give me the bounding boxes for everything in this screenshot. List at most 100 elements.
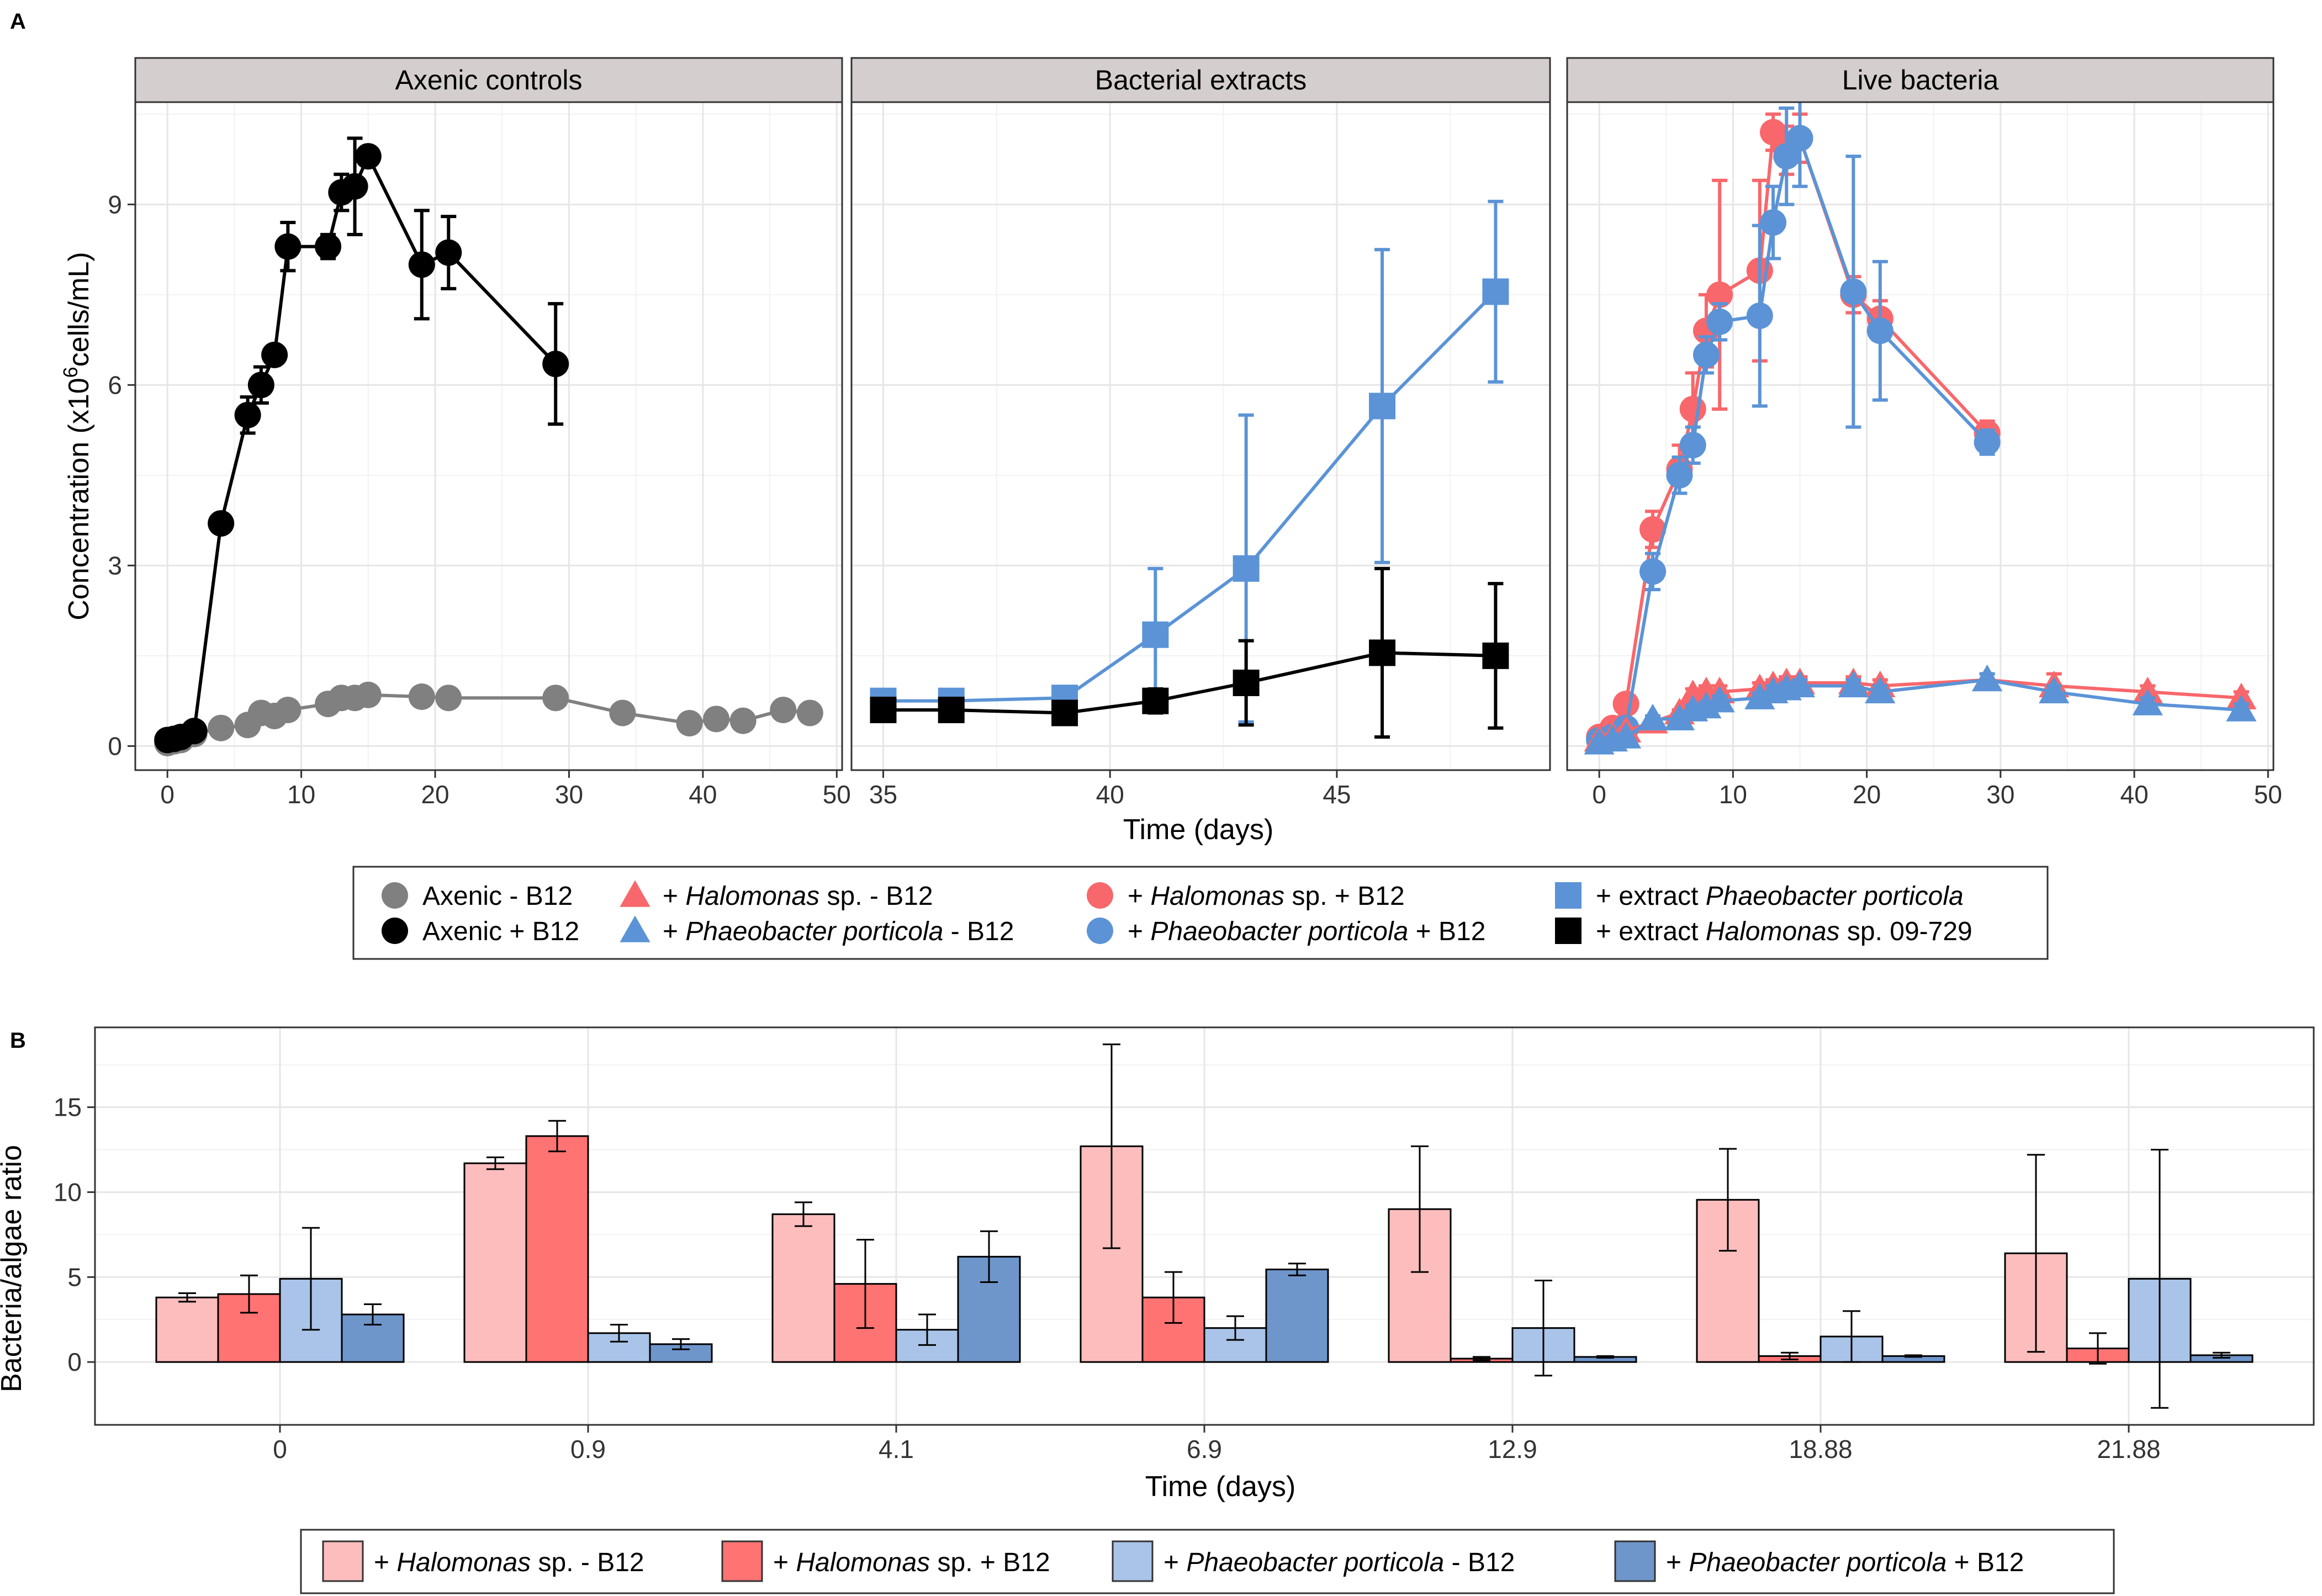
y-tick-label: 15 <box>54 1093 82 1122</box>
data-point <box>1664 703 1695 731</box>
data-point <box>1612 691 1639 718</box>
legend-label-hal_minus-italic: Halomonas <box>685 882 819 911</box>
legend-label-pp_plus-suffix: + B12 <box>1408 917 1485 946</box>
panel-a-axes: Concentration (x106cells/mL) Time (days) <box>59 252 1273 846</box>
panel-b-chart: 0 5 10 15 0 0.9 4.1 6.9 12.9 18.88 21.88 Bacteria/… <box>0 1026 2315 1594</box>
facet-strip <box>134 57 843 103</box>
panel-label-a: A <box>10 9 26 34</box>
x-tick-label: 50 <box>2254 780 2282 809</box>
x-tick-label: 40 <box>2120 780 2148 809</box>
legend-key-extract_pp <box>1555 882 1582 909</box>
data-point <box>1840 278 1867 305</box>
legend-key-axenic_minus <box>382 882 408 909</box>
series-phaeobacter-porticola-b12 <box>1584 664 2257 755</box>
x-tick-label: 0 <box>1592 780 1606 809</box>
data-point <box>1233 555 1260 582</box>
legend-key-extract_hal <box>1555 918 1582 944</box>
bar-group-0 <box>155 1227 405 1363</box>
legend-key-axenic_plus <box>382 918 408 944</box>
legend-label-hal_minus-suffix: sp. - B12 <box>819 882 933 911</box>
data-point <box>2226 694 2257 722</box>
panel-label-b: B <box>10 1028 26 1053</box>
data-point <box>1233 669 1260 696</box>
legend-key-pp_plus <box>1087 918 1113 944</box>
bar-halomonas-sp-b12 <box>155 1296 219 1363</box>
legend-label-pp_minus: + Phaeobacter porticola - B12 <box>663 917 1014 946</box>
bar-group-21-88 <box>2004 1149 2254 1409</box>
data-point <box>274 696 302 723</box>
data-point <box>1482 278 1509 305</box>
legend-label-pp_minus-suffix: - B12 <box>943 917 1014 946</box>
y-tick-label: 9 <box>108 190 122 219</box>
data-point <box>1637 703 1668 731</box>
legend-b-label-2-suffix: sp. + B12 <box>930 1548 1050 1577</box>
data-point <box>247 372 274 399</box>
data-point <box>796 699 823 727</box>
x-tick-label: 20 <box>421 780 449 809</box>
facet-background <box>1567 102 2273 770</box>
data-point <box>2132 688 2163 715</box>
data-point <box>1369 393 1396 420</box>
data-point <box>234 401 261 428</box>
legend-label-hal_plus-italic: Halomonas <box>1150 882 1284 911</box>
facet-title: Live bacteria <box>1842 65 1999 96</box>
legend-b-label-1-suffix: sp. - B12 <box>531 1548 644 1577</box>
data-point <box>703 706 730 733</box>
y-title-main: Concentration (x10 <box>63 378 95 620</box>
facet-title: Bacterial extracts <box>1095 65 1307 96</box>
x-tick-label: 6.9 <box>1187 1435 1222 1464</box>
data-point <box>1704 686 1735 713</box>
panel-b-plot: 0 5 10 15 0 0.9 4.1 6.9 12.9 18.88 21.88 <box>54 1026 2315 1464</box>
legend-b-label-2: + Halomonas sp. + B12 <box>773 1548 1050 1577</box>
panel-a-y-axis-title: Concentration (x106cells/mL) <box>59 252 95 620</box>
data-point <box>1974 428 2001 455</box>
x-tick-label: 30 <box>555 780 583 809</box>
legend-label-pp_plus: + Phaeobacter porticola + B12 <box>1128 917 1485 946</box>
legend-b-label-4-prefix: + <box>1666 1548 1689 1577</box>
facet-title: Axenic controls <box>395 65 582 96</box>
x-tick-label: 4.1 <box>879 1435 914 1464</box>
facet-live-bacteria: Live bacteria 0 10 20 30 40 50 <box>1566 57 2282 809</box>
legend-label-pp_plus-prefix: + <box>1128 917 1150 946</box>
data-point <box>1773 143 1800 170</box>
data-point <box>315 233 342 260</box>
legend-label-hal_minus: + Halomonas sp. - B12 <box>663 882 933 911</box>
series-axenic-b12 <box>154 136 569 754</box>
legend-label-extract_hal-suffix: sp. 09-729 <box>1840 917 1972 946</box>
data-point <box>1760 209 1787 236</box>
facets: Axenic controls 0 10 20 30 40 50 0 3 6 9 Bacterial … <box>108 57 2282 809</box>
legend-label-extract_hal-italic: Halomonas <box>1706 917 1840 946</box>
data-point <box>609 699 636 727</box>
legend-b-label-3-prefix: + <box>1163 1548 1186 1577</box>
panel-b-x-axis-title: Time (days) <box>1145 1471 1296 1503</box>
data-point <box>1746 302 1773 329</box>
data-point <box>408 251 435 278</box>
y-tick-label: 6 <box>108 370 122 399</box>
data-point <box>770 696 797 723</box>
legend-b-label-4: + Phaeobacter porticola + B12 <box>1666 1548 2024 1577</box>
legend-b-label-3-suffix: - B12 <box>1444 1548 1515 1577</box>
y-tick-label: 10 <box>54 1178 82 1206</box>
x-tick-label: 12.9 <box>1488 1435 1537 1464</box>
bar-halomonas-sp-b12 <box>525 1135 589 1363</box>
data-point <box>341 173 368 200</box>
data-point <box>1760 119 1787 146</box>
legend-label-pp_plus-italic: Phaeobacter porticola <box>1150 917 1408 946</box>
legend-label-axenic_plus-prefix: Axenic + B12 <box>422 917 579 946</box>
bar-halomonas-sp-b12 <box>463 1162 527 1363</box>
data-point <box>435 239 462 266</box>
x-tick-label: 10 <box>1719 780 1747 809</box>
data-point <box>870 696 897 723</box>
data-point <box>355 681 382 708</box>
legend-b-label-1-prefix: + <box>374 1548 396 1577</box>
legend-label-extract_pp-prefix: + extract <box>1596 882 1706 911</box>
data-point <box>1706 308 1733 335</box>
data-point <box>1865 676 1896 703</box>
bar-group-0-9 <box>463 1120 713 1363</box>
bar-phaeobacter-porticola-b12 <box>1265 1268 1329 1363</box>
data-point <box>542 685 569 712</box>
legend-label-hal_plus: + Halomonas sp. + B12 <box>1128 882 1405 911</box>
data-point <box>938 696 965 723</box>
data-point <box>1679 432 1706 459</box>
